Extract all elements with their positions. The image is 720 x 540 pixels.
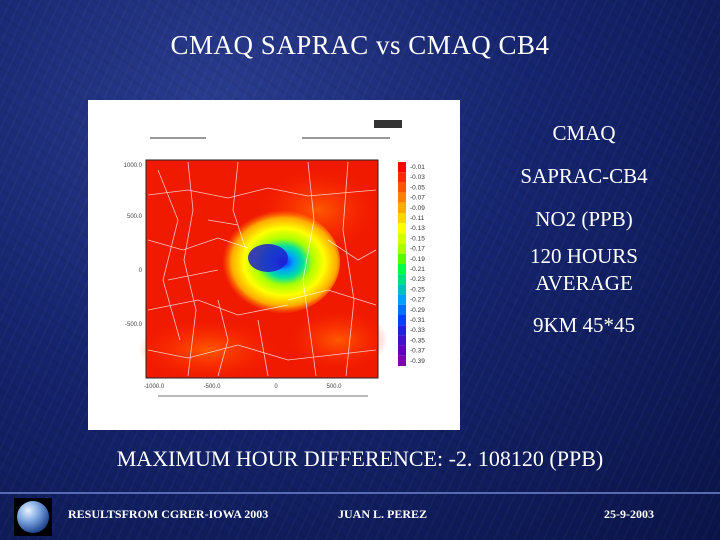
colorbar-tick-label: -0.11 xyxy=(410,215,425,222)
label-grid: 9KM 45*45 xyxy=(532,313,636,337)
colorbar-tick-label: -0.31 xyxy=(410,317,425,324)
colorbar-tick-label: -0.35 xyxy=(410,337,425,344)
colorbar-tick-label: -0.21 xyxy=(410,266,425,273)
label-comparison: SAPRAC-CB4 xyxy=(520,164,648,188)
slide-title: CMAQ SAPRAC vs CMAQ CB4 xyxy=(170,30,550,60)
label-species: NO2 (PPB) xyxy=(535,207,633,231)
difference-map-figure: 1000.0 500.0 0 -500.0 -1000.0 -500.0 0 5… xyxy=(88,100,460,430)
colorbar-swatch xyxy=(398,304,406,315)
y-tick-label: 0 xyxy=(139,268,143,274)
label-model: CMAQ xyxy=(552,121,616,145)
y-tick-label: 1000.0 xyxy=(124,163,143,169)
footer-source: RESULTSFROM CGRER-IOWA 2003 xyxy=(68,507,269,521)
colorbar-tick-label: -0.33 xyxy=(410,327,425,334)
y-tick-label: -500.0 xyxy=(125,322,143,328)
colorbar-swatch xyxy=(398,213,406,224)
y-tick-label: 500.0 xyxy=(127,214,143,220)
colorbar-tick-label: -0.23 xyxy=(410,276,425,283)
colorbar-swatch xyxy=(398,274,406,285)
colorbar-swatch xyxy=(398,284,406,295)
colorbar-swatch xyxy=(398,202,406,213)
footer-rule xyxy=(0,492,720,494)
colorbar-swatch xyxy=(398,172,406,183)
colorbar-tick-label: -0.39 xyxy=(410,358,425,365)
colorbar-swatch xyxy=(398,182,406,193)
colorbar-tick-label: -0.25 xyxy=(410,286,425,293)
colorbar-swatch xyxy=(398,253,406,264)
colorbar-swatch xyxy=(398,355,406,366)
slide-labels: CMAQ SAPRAC-CB4 NO2 (PPB) 120 HOURS AVER… xyxy=(486,118,682,353)
colorbar-swatch xyxy=(398,223,406,234)
colorbar-swatch xyxy=(398,294,406,305)
colorbar-tick-label: -0.03 xyxy=(410,174,425,181)
colorbar-tick-label: -0.05 xyxy=(410,184,425,191)
colorbar-swatch xyxy=(398,325,406,336)
x-tick-label: 0 xyxy=(274,384,278,390)
colorbar-tick-label: -0.13 xyxy=(410,225,425,232)
colorbar: -0.01 -0.03 -0.05 -0.07 -0.09 -0.11 -0.13 -0.15… xyxy=(398,162,425,366)
colorbar-swatch xyxy=(398,243,406,254)
figure-logo xyxy=(374,120,402,128)
x-tick-label: -1000.0 xyxy=(144,384,165,390)
x-tick-label: 500.0 xyxy=(326,384,342,390)
difference-map: 1000.0 500.0 0 -500.0 -1000.0 -500.0 0 5… xyxy=(124,120,425,397)
colorbar-tick-label: -0.17 xyxy=(410,246,425,253)
colorbar-swatch xyxy=(398,315,406,326)
label-averaging: 120 HOURS AVERAGE xyxy=(530,244,638,295)
max-difference-text: MAXIMUM HOUR DIFFERENCE: -2. 108120 (PPB… xyxy=(116,446,604,471)
colorbar-tick-label: -0.09 xyxy=(410,205,425,212)
colorbar-tick-label: -0.07 xyxy=(410,195,425,202)
footer-date: 25-9-2003 xyxy=(604,507,654,521)
x-tick-label: -500.0 xyxy=(203,384,221,390)
colorbar-swatch xyxy=(398,233,406,244)
colorbar-tick-label: -0.01 xyxy=(410,164,425,171)
footer: RESULTSFROM CGRER-IOWA 2003 JUAN L. PERE… xyxy=(0,492,720,540)
colorbar-tick-label: -0.19 xyxy=(410,256,425,263)
footer-author: JUAN L. PEREZ xyxy=(338,507,428,521)
colorbar-tick-label: -0.29 xyxy=(410,307,425,314)
colorbar-swatch xyxy=(398,192,406,203)
colorbar-swatch xyxy=(398,162,406,173)
colorbar-tick-label: -0.15 xyxy=(410,235,425,242)
colorbar-swatch xyxy=(398,345,406,356)
colorbar-swatch xyxy=(398,264,406,275)
colorbar-tick-label: -0.37 xyxy=(410,348,425,355)
globe-icon xyxy=(14,498,52,536)
colorbar-swatch xyxy=(398,335,406,346)
plot-area xyxy=(138,159,388,380)
colorbar-tick-label: -0.27 xyxy=(410,297,425,304)
